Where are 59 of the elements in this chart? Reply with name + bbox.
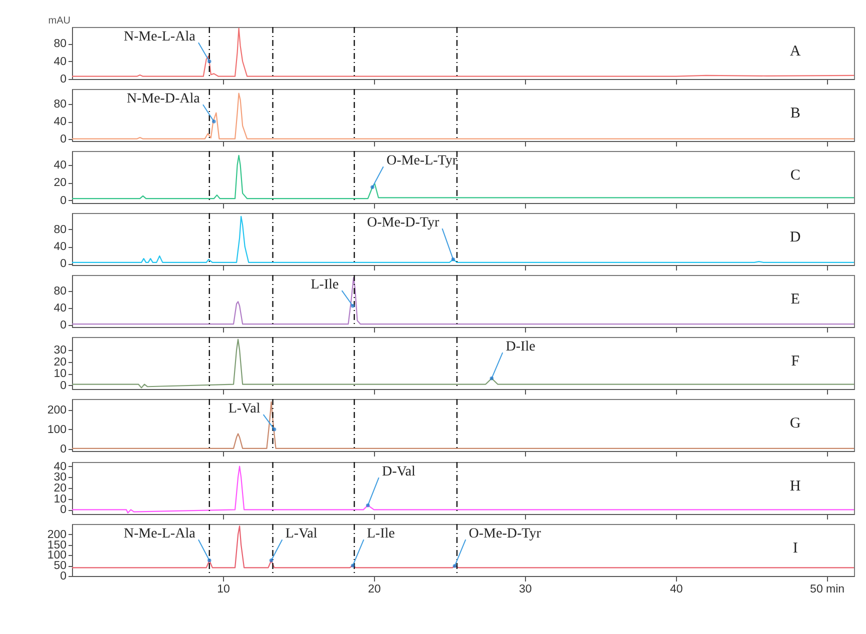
- y-tick-label: 200: [47, 528, 66, 541]
- annotation: E: [790, 291, 800, 308]
- y-tick-label: 0: [60, 74, 66, 86]
- annotation: O-Me-L-Tyr: [386, 153, 458, 168]
- x-tick-label: 30: [518, 584, 532, 596]
- annotation: O-Me-D-Tyr: [367, 215, 440, 230]
- y-tick-label: 80: [54, 224, 66, 236]
- annotation: C: [790, 167, 800, 184]
- annotation: D-Ile: [506, 339, 536, 354]
- y-tick-label: 20: [54, 356, 66, 368]
- annotation: L-Val: [285, 526, 318, 542]
- annotation: H: [790, 478, 801, 494]
- y-tick-label: 0: [60, 133, 66, 146]
- annotation: L-Ile: [366, 526, 395, 542]
- annotation: F: [791, 353, 800, 370]
- y-tick-label: 30: [54, 344, 66, 356]
- y-tick-label: 80: [54, 98, 66, 111]
- y-tick-label: 100: [47, 550, 66, 562]
- y-tick-label: 0: [60, 319, 66, 332]
- y-tick-label: 40: [54, 116, 66, 128]
- y-tick-label: 40: [54, 460, 66, 473]
- y-tick-label: 20: [54, 177, 66, 190]
- annotation: L-Ile: [310, 277, 339, 292]
- annotation: N-Me-L-Ala: [124, 29, 196, 44]
- y-tick-label: 0: [60, 504, 66, 516]
- y-tick-label: 0: [60, 444, 66, 456]
- y-tick-label: 100: [47, 424, 66, 436]
- annotation: O-Me-D-Tyr: [468, 526, 542, 542]
- y-tick-label: 50: [54, 560, 66, 572]
- annotation: L-Val: [228, 401, 260, 416]
- y-tick-label: 80: [54, 38, 66, 50]
- x-tick-label: 50 min: [810, 584, 845, 596]
- y-tick-label: 40: [54, 160, 66, 172]
- y-tick-label: 0: [60, 570, 66, 582]
- y-tick-label: 80: [54, 286, 66, 298]
- x-tick-label: 20: [368, 584, 381, 596]
- y-tick-label: 20: [54, 482, 66, 494]
- y-tick-label: 10: [54, 493, 66, 506]
- y-tick-label: 0: [60, 194, 66, 207]
- annotation: B: [790, 105, 800, 122]
- annotation: A: [790, 43, 801, 60]
- annotation: N-Me-D-Ala: [126, 91, 201, 106]
- y-tick-label: 30: [54, 472, 66, 484]
- annotation: G: [790, 415, 801, 432]
- y-tick-label: 40: [54, 241, 66, 254]
- y-tick-label: 0: [60, 258, 66, 270]
- x-tick-label: 40: [670, 584, 683, 596]
- y-axis-title: mAU: [48, 16, 70, 26]
- y-tick-label: 40: [54, 56, 66, 68]
- annotation: D: [790, 229, 801, 246]
- x-tick-label: 10: [217, 584, 230, 596]
- annotation: D-Val: [382, 464, 416, 480]
- y-tick-label: 0: [60, 380, 66, 392]
- annotation: N-Me-L-Ala: [124, 526, 196, 542]
- y-tick-label: 150: [47, 539, 66, 552]
- y-tick-label: 200: [47, 404, 66, 416]
- y-tick-label: 40: [54, 302, 66, 314]
- annotation: I: [792, 540, 798, 556]
- y-tick-label: 10: [54, 368, 66, 380]
